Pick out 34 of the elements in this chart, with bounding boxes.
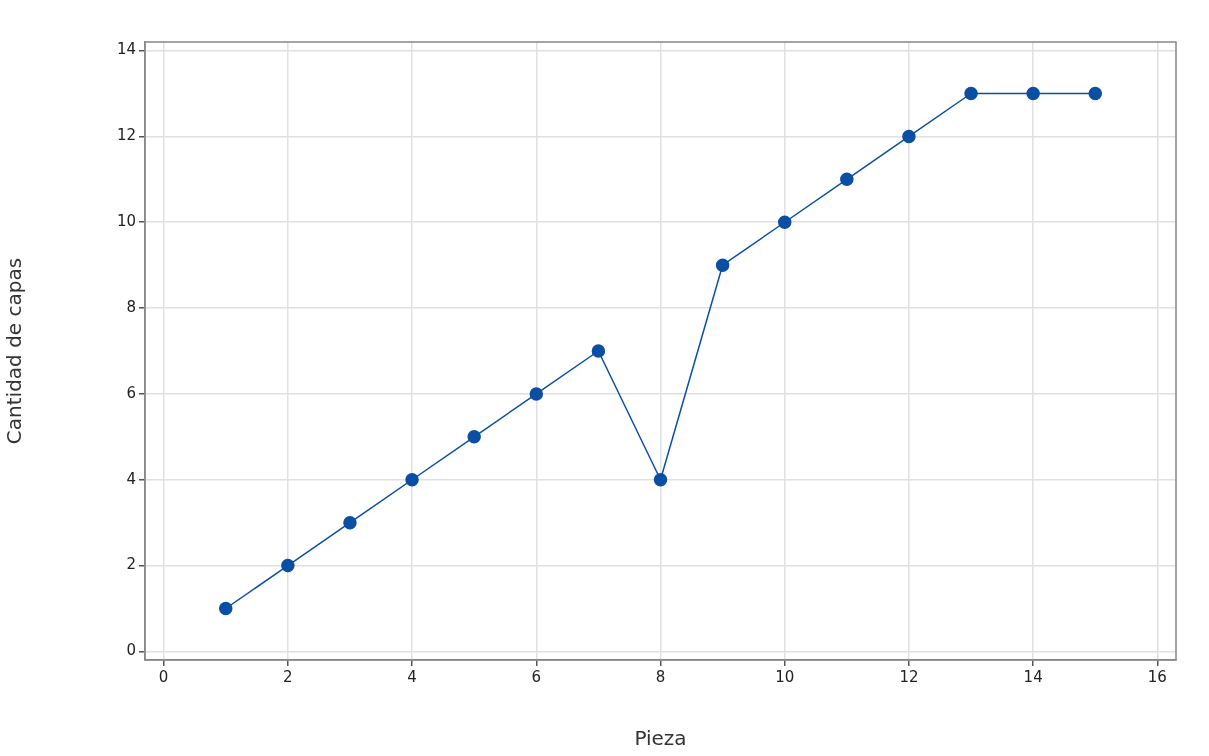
point [281, 558, 295, 573]
x-tick-label: 4 [407, 667, 417, 686]
x-tick-label: 10 [775, 667, 795, 686]
x-tick-label: 6 [531, 667, 542, 686]
x-tick-label: 2 [283, 667, 293, 686]
point [343, 515, 357, 530]
point [218, 601, 233, 616]
x-tick-label: 8 [655, 667, 666, 686]
y-tick-label: 14 [116, 40, 136, 59]
point [591, 344, 606, 358]
point [840, 172, 854, 187]
point [964, 86, 978, 101]
point [467, 430, 481, 444]
point [902, 129, 916, 144]
point [653, 473, 668, 487]
y-tick-label: 8 [126, 297, 136, 316]
x-tick-label: 0 [158, 667, 169, 686]
point [529, 387, 544, 401]
y-tick-label: 6 [126, 383, 136, 402]
y-tick-label: 10 [116, 212, 136, 231]
y-tick-label: 2 [126, 555, 136, 574]
y-tick-label: 0 [126, 641, 136, 660]
point [1026, 86, 1040, 101]
point [405, 473, 419, 487]
y-tick-label: 4 [126, 469, 136, 488]
y-tick-label: 12 [116, 126, 136, 145]
point [1088, 86, 1103, 101]
x-tick-label: 14 [1023, 667, 1043, 686]
y-axis-title: Cantidad de capas [2, 257, 27, 445]
x-tick-label: 16 [1147, 667, 1167, 686]
x-tick-label: 12 [899, 667, 919, 686]
point [777, 215, 792, 229]
x-axis-title: Pieza [634, 726, 687, 751]
point [715, 258, 730, 272]
